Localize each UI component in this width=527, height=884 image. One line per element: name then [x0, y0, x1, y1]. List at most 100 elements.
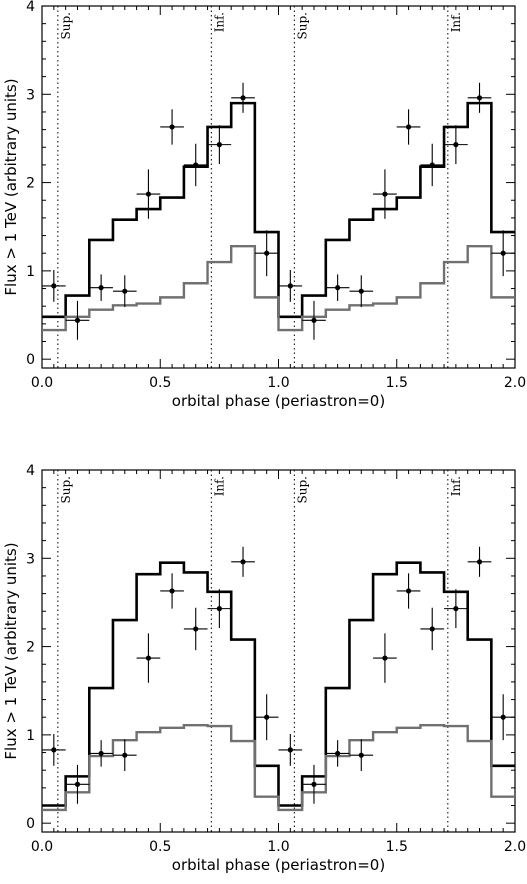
data-point-marker [429, 626, 435, 632]
data-point [65, 300, 90, 340]
data-point-marker [98, 750, 104, 757]
data-point [136, 169, 161, 219]
data-point-marker [145, 191, 152, 197]
conjunction-label: Sup. [295, 476, 309, 503]
data-point-marker [476, 559, 483, 565]
data-point-marker [169, 588, 175, 594]
conjunction-label: Inf. [212, 12, 226, 32]
data-point [373, 633, 397, 683]
y-tick-label: 0 [26, 816, 35, 832]
x-tick-label: 0.5 [149, 839, 171, 855]
data-point-marker [311, 781, 317, 787]
data-point [112, 275, 137, 308]
data-point-marker [74, 781, 81, 787]
y-tick-label: 2 [26, 176, 35, 192]
x-tick-label: 2.0 [504, 375, 526, 391]
data-point [396, 109, 421, 145]
data-point [491, 694, 515, 741]
y-tick-label: 4 [26, 0, 35, 15]
data-point [183, 607, 208, 651]
data-point [302, 764, 326, 804]
y-tick-label: 1 [26, 728, 35, 744]
data-point [325, 274, 350, 301]
data-point-marker [240, 559, 246, 565]
data-point-marker [216, 142, 222, 148]
data-point [396, 573, 421, 609]
data-point [420, 143, 445, 187]
data-point-marker [51, 747, 57, 753]
data-point [373, 169, 397, 219]
data-point-marker [193, 626, 199, 632]
y-tick-label: 2 [26, 640, 35, 656]
data-point [42, 269, 66, 302]
x-axis-title: orbital phase (periastron=0) [172, 856, 385, 874]
data-point-marker [335, 285, 341, 291]
x-tick-label: 1.0 [267, 375, 289, 391]
data-point-marker [453, 142, 459, 148]
data-point-marker [311, 317, 317, 323]
y-tick-label: 3 [26, 551, 35, 567]
chart-panel-top: 0.0 0.5 1.0 1.5 2.0 0 1 2 3 4 orbital phase (peria… [2, 0, 526, 410]
data-point [278, 269, 303, 302]
x-tick-label: 1.0 [267, 839, 289, 855]
conjunction-label: Sup. [59, 476, 73, 503]
data-point-marker [429, 162, 435, 168]
data-point [278, 733, 303, 766]
data-point [160, 573, 184, 609]
data-point-marker [240, 95, 246, 101]
data-point [231, 82, 255, 113]
data-point [89, 740, 113, 767]
data-point-marker [51, 283, 57, 289]
data-point-marker [500, 714, 506, 720]
data-point [349, 275, 374, 308]
chart-panel-bottom: 0.0 0.5 1.0 1.5 2.0 0 1 2 3 4 orbital phase (peria… [2, 463, 526, 874]
data-point [183, 143, 208, 187]
data-point-marker [405, 124, 412, 130]
data-point-marker [216, 606, 222, 612]
conjunction-label: Inf. [212, 476, 226, 496]
data-point-marker [453, 606, 459, 612]
data-point-marker [122, 288, 128, 294]
data-point [349, 739, 374, 772]
y-tick-label: 4 [26, 463, 35, 479]
data-point-marker [264, 714, 270, 720]
data-point [42, 733, 66, 766]
data-point [136, 633, 161, 683]
data-point [231, 546, 255, 577]
data-point-marker [476, 95, 483, 101]
data-point-marker [382, 191, 388, 197]
data-point [302, 300, 326, 340]
data-point [207, 589, 232, 629]
x-tick-label: 1.5 [386, 839, 408, 855]
data-point [65, 764, 90, 804]
x-axis-title: orbital phase (periastron=0) [172, 392, 385, 410]
y-tick-label: 3 [26, 87, 35, 103]
data-point-marker [405, 588, 412, 594]
data-point-marker [264, 250, 270, 256]
data-point-marker [287, 747, 293, 753]
data-point [444, 589, 468, 629]
data-point [420, 607, 445, 651]
y-axis-title: Flux > 1 TeV (arbitrary units) [2, 542, 20, 759]
model-step-black [42, 101, 515, 319]
data-point [254, 694, 279, 741]
x-tick-label: 2.0 [504, 839, 526, 855]
data-point-marker [169, 124, 175, 130]
data-point [467, 82, 492, 113]
data-point-marker [287, 283, 293, 289]
x-tick-label: 1.5 [386, 375, 408, 391]
data-point-marker [193, 162, 199, 168]
data-point [491, 230, 515, 277]
y-axis-title: Flux > 1 TeV (arbitrary units) [2, 78, 20, 295]
data-point-marker [145, 655, 152, 661]
data-point-marker [74, 317, 81, 323]
data-point [207, 125, 232, 165]
data-point [444, 125, 468, 165]
x-tick-label: 0.0 [31, 375, 53, 391]
data-point-marker [98, 285, 104, 291]
data-point [89, 274, 113, 301]
data-point [112, 739, 137, 772]
data-point-marker [358, 752, 364, 758]
x-tick-label: 0.5 [149, 375, 171, 391]
